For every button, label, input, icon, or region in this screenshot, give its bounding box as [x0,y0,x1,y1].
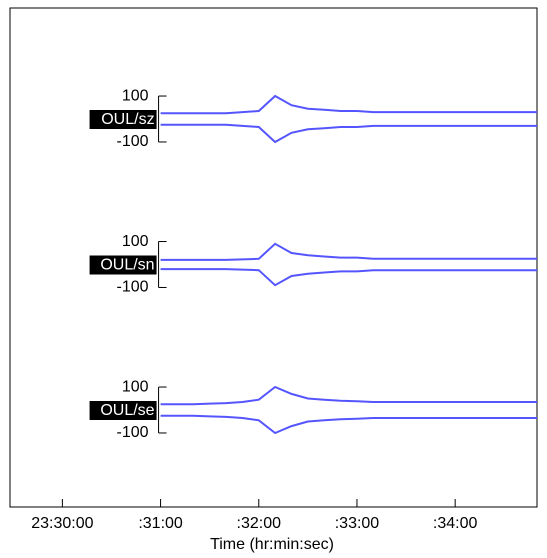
x-tick-label: 23:30:00 [31,515,93,532]
trace-upper [160,94,537,115]
y-tick-label: 100 [122,233,149,250]
station-label-bg [89,110,157,129]
station-label-bg [89,401,157,420]
trace-lower [160,414,537,435]
x-tick-label: :31:00 [138,515,183,532]
y-tick-label: 100 [122,87,149,104]
x-tick-label: :32:00 [237,515,282,532]
station-label: OUL/se [100,402,154,419]
y-tick-label: 100 [122,378,149,395]
trace-lower [160,268,537,287]
station-label: OUL/sn [100,257,154,274]
station-label-bg [89,255,157,275]
trace-lower [160,123,537,144]
y-tick-label: -100 [117,279,149,296]
x-tick-label: :33:00 [335,515,380,532]
x-axis-label: Time (hr:min:sec) [210,536,334,553]
x-tick-label: :34:00 [433,515,478,532]
y-tick-label: -100 [117,424,149,441]
trace-upper [160,242,537,261]
station-label: OUL/sz [101,111,154,128]
plot-frame [9,7,538,508]
y-tick-label: -100 [117,133,149,150]
trace-upper [160,385,537,406]
